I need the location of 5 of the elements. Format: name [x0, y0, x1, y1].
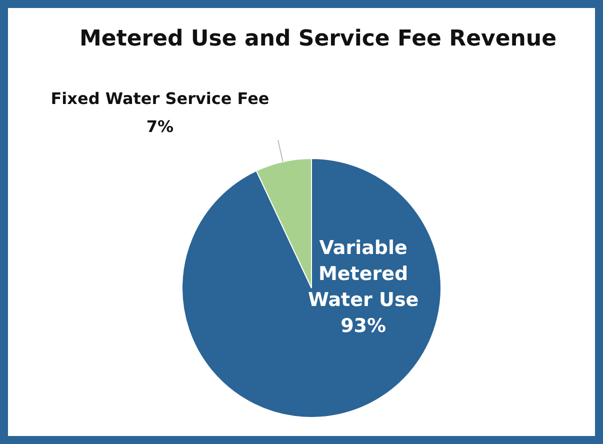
slice-label: Variable Metered Water Use: [308, 236, 419, 311]
data-label: 93%: [340, 314, 386, 337]
chart-title: Metered Use and Service Fee Revenue: [79, 26, 557, 52]
data-label: 7%: [146, 117, 174, 136]
slice-label: Fixed Water Service Fee: [50, 89, 270, 108]
